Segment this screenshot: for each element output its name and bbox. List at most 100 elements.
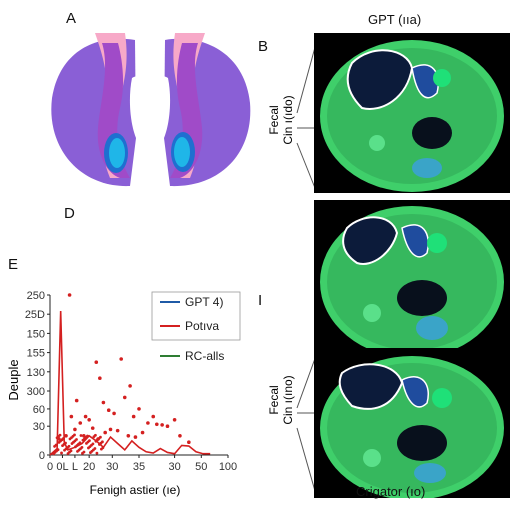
data-point-cluster: [67, 444, 71, 448]
data-point: [137, 407, 141, 411]
data-point: [82, 434, 86, 438]
panel-a-label: A: [66, 10, 77, 27]
data-point-cluster: [79, 434, 83, 437]
side-label-top: Fecal Cin ı(ıdo): [266, 80, 300, 160]
panel-e-label: E: [8, 256, 19, 273]
data-point: [98, 376, 102, 380]
data-point: [187, 440, 191, 444]
data-point: [74, 398, 79, 403]
data-point: [83, 414, 88, 419]
scan-panel-2: [314, 200, 510, 360]
data-point-cluster: [101, 440, 104, 444]
side-label-bottom-line2: Cin ı(ıno): [281, 375, 295, 424]
data-point: [155, 422, 159, 427]
data-point: [128, 384, 132, 388]
scan-panel-1: [314, 33, 510, 193]
chart-series: [49, 293, 211, 456]
data-point-cluster: [58, 433, 62, 437]
x-tick-label: 30: [168, 461, 180, 473]
side-label-bottom: Fecal Cin ı(ıno): [266, 360, 300, 440]
bottom-title: Crigator (ıo): [356, 484, 426, 499]
legend-label: Potıva: [185, 319, 219, 333]
data-point-cluster: [78, 441, 82, 445]
legend-box: [151, 291, 241, 341]
data-point-cluster: [60, 451, 63, 455]
side-label-top-line1: Fecal: [267, 105, 281, 134]
x-axis-label: Fenigh astier (ıe): [90, 483, 181, 497]
top-title: GPT (ııa): [368, 12, 422, 27]
scan-column: [296, 33, 510, 498]
data-point: [108, 427, 113, 432]
data-point-cluster: [69, 449, 73, 453]
x-tick-label: 50: [195, 461, 207, 473]
legend-label: GPT 4): [185, 295, 223, 309]
y-tick-label: 30: [33, 421, 45, 433]
data-point: [133, 435, 138, 439]
x-tick-label: 100: [219, 461, 237, 473]
data-point-cluster: [91, 442, 95, 446]
data-point-cluster: [64, 441, 67, 445]
data-point-cluster: [73, 433, 76, 437]
y-tick-label: 155: [27, 348, 45, 360]
chart-legend: GPT 4) Potıva RC-alls: [151, 291, 241, 363]
x-tick-label: L: [72, 461, 78, 473]
side-label-top-line2: Cin ı(ıdo): [281, 95, 295, 144]
scan-panel-3: [314, 348, 510, 498]
data-point-cluster: [62, 436, 65, 440]
data-point-cluster: [54, 443, 58, 447]
data-point: [106, 408, 111, 412]
data-point: [101, 400, 106, 405]
data-point: [90, 426, 95, 430]
data-point: [160, 423, 164, 427]
data-point: [172, 418, 177, 422]
legend-label: RC-alls: [185, 349, 224, 363]
panel-a-illustration: [51, 33, 251, 187]
y-tick-label: 25D: [25, 309, 45, 321]
x-tick-label: 0: [47, 461, 53, 473]
y-tick-label: 300: [27, 386, 45, 398]
data-point: [178, 434, 182, 438]
data-point-cluster: [82, 450, 86, 454]
data-point: [146, 421, 150, 425]
data-point: [122, 395, 127, 400]
data-point: [78, 421, 83, 425]
x-tick-label: 20: [83, 461, 95, 473]
right-core: [170, 43, 203, 178]
panel-d-label: D: [64, 205, 75, 222]
y-tick-label: 250: [27, 290, 45, 302]
panel-i-label: I: [258, 292, 263, 309]
data-point-cluster: [95, 451, 99, 455]
data-point: [94, 360, 99, 364]
data-point: [69, 414, 74, 419]
y-tick-label: 0: [39, 450, 45, 462]
data-point-cluster: [56, 448, 60, 452]
data-point-cluster: [94, 433, 97, 437]
series-line: [49, 310, 211, 456]
x-tick-label: 0L: [56, 461, 68, 473]
y-tick-label: 130: [27, 367, 45, 379]
data-point: [112, 411, 116, 416]
panel-b-label: B: [258, 38, 269, 55]
data-point: [119, 357, 123, 361]
data-point: [115, 428, 120, 433]
y-axis-label: Deuple: [6, 359, 21, 400]
data-point: [73, 427, 77, 432]
data-point-cluster: [80, 445, 84, 449]
y-tick-label: 60: [33, 404, 45, 416]
data-point-cluster: [88, 439, 91, 443]
data-point-cluster: [101, 446, 105, 450]
side-label-bottom-line1: Fecal: [267, 385, 281, 414]
data-point: [103, 430, 107, 435]
central-cavity: [129, 74, 171, 138]
data-point: [126, 434, 131, 438]
data-point-cluster: [99, 435, 102, 439]
data-point: [64, 434, 68, 438]
data-point: [87, 418, 91, 422]
data-point: [131, 414, 136, 419]
data-point: [151, 414, 156, 419]
x-tick-label: 35: [133, 461, 145, 473]
x-tick-label: 30: [106, 461, 118, 473]
data-point-cluster: [93, 447, 97, 450]
data-point: [140, 430, 145, 435]
